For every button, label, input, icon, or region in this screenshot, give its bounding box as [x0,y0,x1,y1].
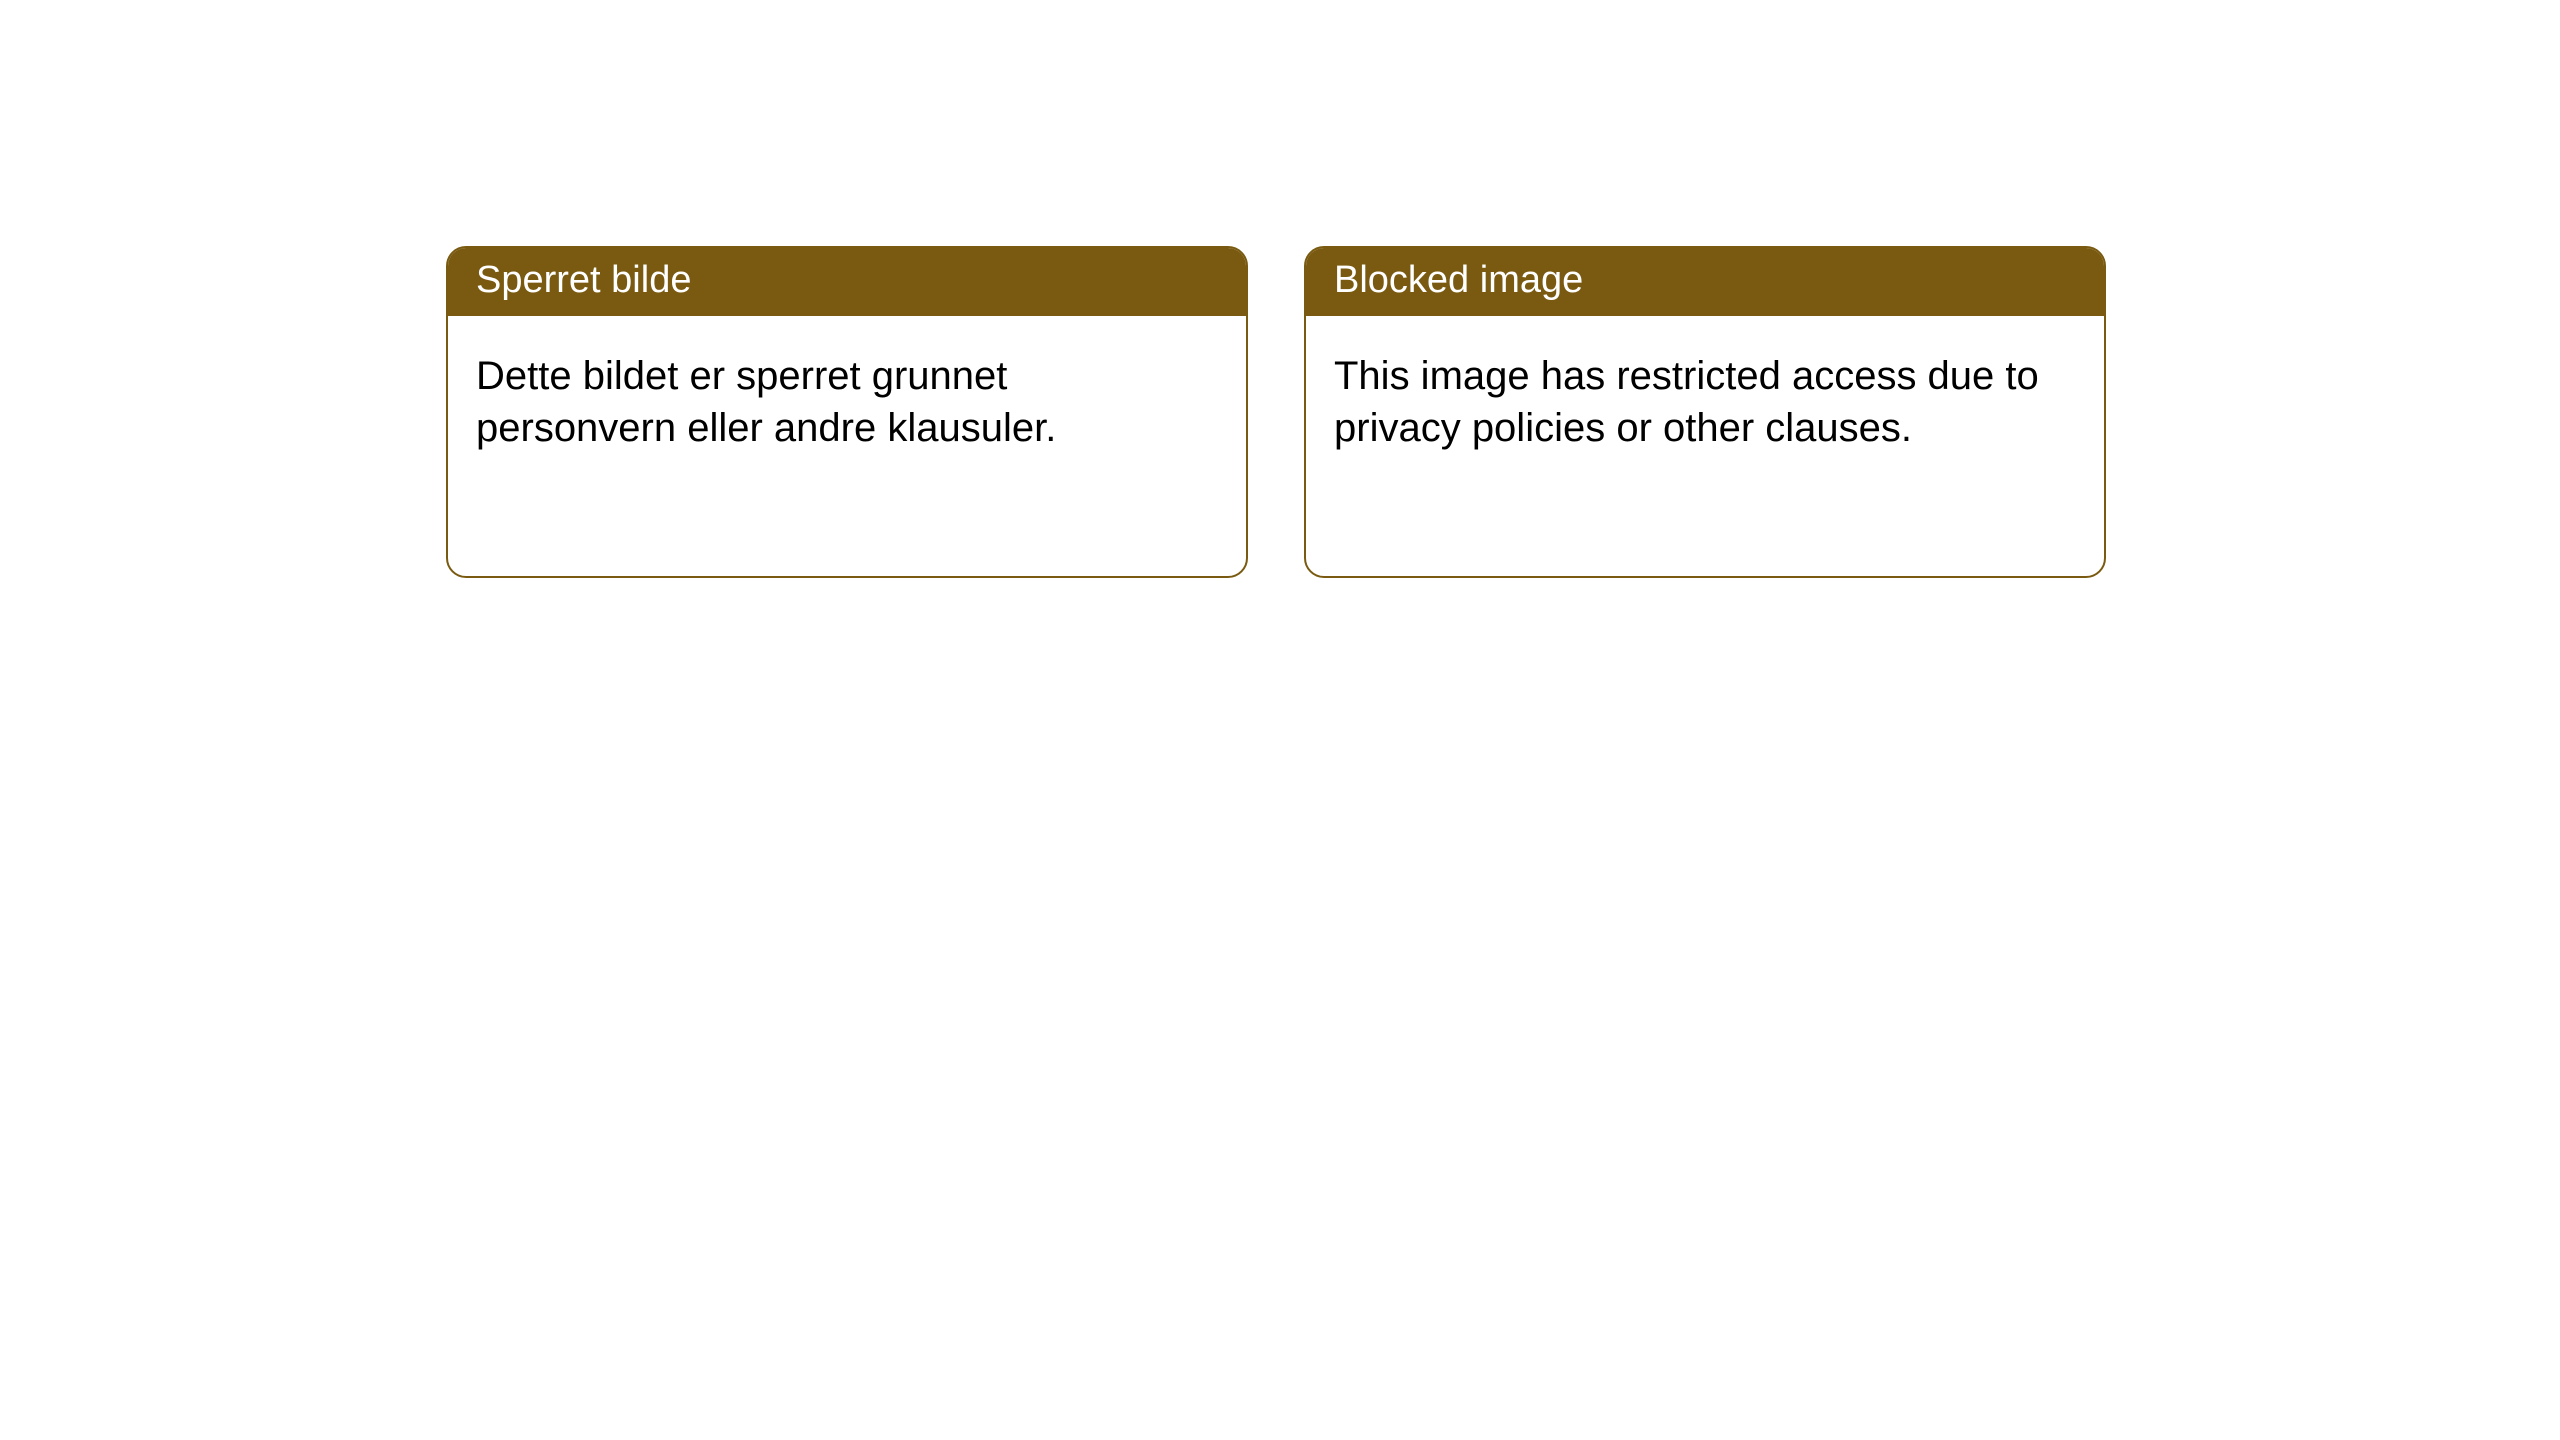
notice-title: Blocked image [1306,248,2104,316]
notice-title: Sperret bilde [448,248,1246,316]
notice-body: This image has restricted access due to … [1306,316,2104,488]
notice-panel-norwegian: Sperret bilde Dette bildet er sperret gr… [446,246,1248,578]
notice-body: Dette bildet er sperret grunnet personve… [448,316,1246,488]
notice-panel-english: Blocked image This image has restricted … [1304,246,2106,578]
notice-container: Sperret bilde Dette bildet er sperret gr… [446,246,2106,578]
